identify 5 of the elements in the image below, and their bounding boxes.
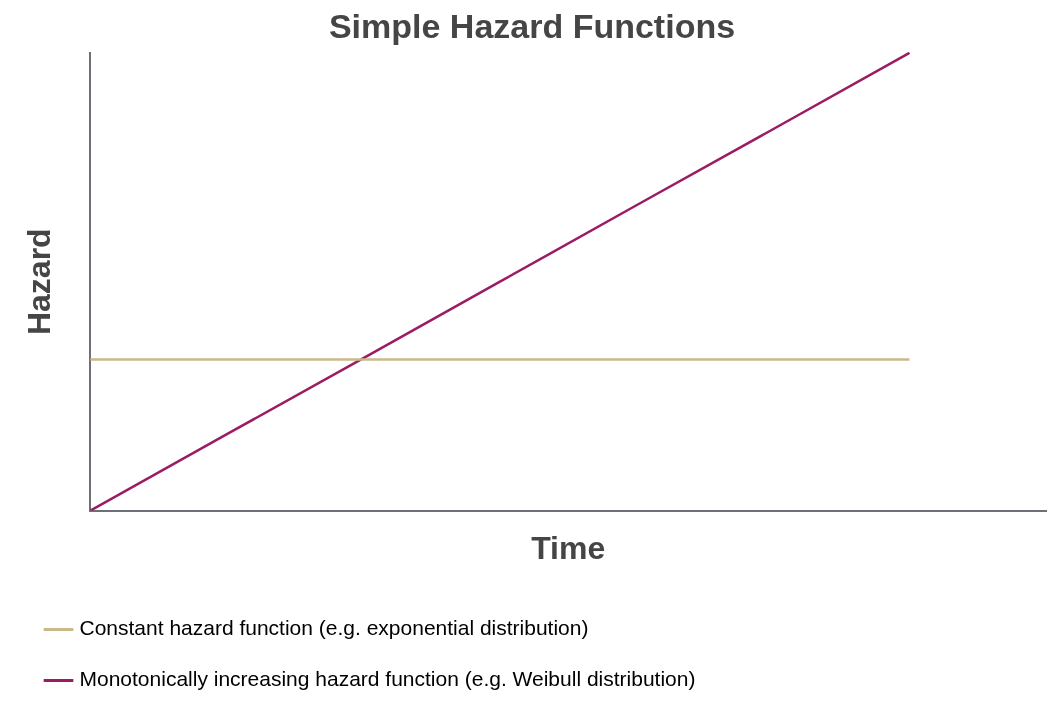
legend-label: Monotonically increasing hazard function (e.g. Weibull distribution) (79, 667, 696, 691)
y-axis-title: Hazard (21, 228, 58, 336)
chart-title: Simple Hazard Functions (328, 6, 736, 45)
legend-label: Constant hazard function (e.g. exponential distribution) (79, 616, 589, 640)
x-axis-title: Time (531, 529, 606, 566)
